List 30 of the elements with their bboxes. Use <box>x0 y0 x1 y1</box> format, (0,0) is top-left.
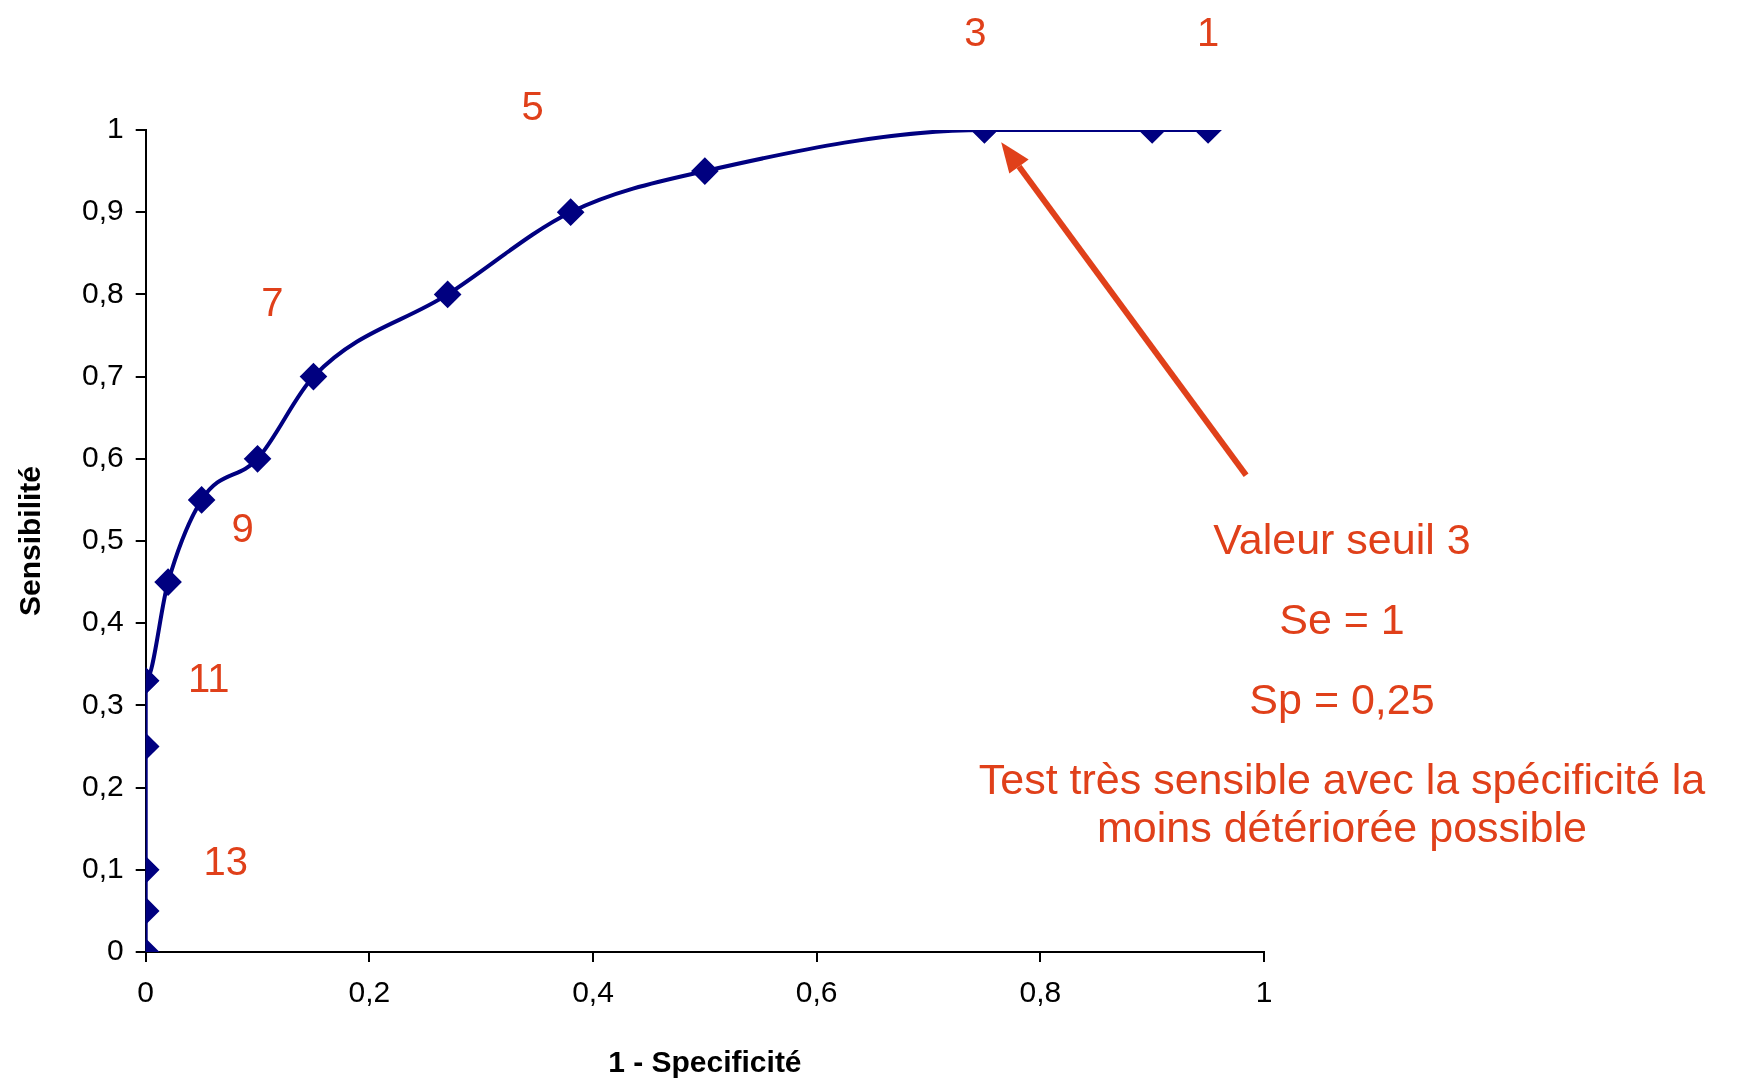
y-tick-label: 0 <box>107 933 124 967</box>
annotation: 7 <box>261 279 284 324</box>
x-axis-title: 1 - Specificité <box>608 1045 802 1079</box>
annotation: Valeur seuil 3 <box>1212 515 1472 563</box>
y-tick-label: 0,8 <box>81 275 124 309</box>
y-tick-label: 0,6 <box>81 440 124 474</box>
x-tick-label: 1 <box>1255 975 1273 1009</box>
y-tick-label: 0,9 <box>81 193 124 227</box>
annotation: 11 <box>187 655 230 700</box>
annotation: Sp = 0,25 <box>1248 675 1436 723</box>
y-tick-label: 1 <box>107 111 124 145</box>
annotation: 1 <box>1196 10 1220 55</box>
annotation: 9 <box>231 505 254 550</box>
text: Se = 1 <box>1278 595 1406 643</box>
y-tick-label: 0,2 <box>81 768 124 802</box>
annotation: 3 <box>964 10 987 55</box>
annotation: Test très sensible avec la spécificité la moins détériorée possible <box>977 755 1707 851</box>
annotation: 5 <box>521 84 544 129</box>
x-tick-label: 0,2 <box>348 975 391 1009</box>
x-tick-label: 0 <box>137 975 155 1009</box>
y-tick-label: 0,3 <box>81 686 124 720</box>
annotation: 13 <box>203 838 248 883</box>
x-tick-label: 0,6 <box>795 975 838 1009</box>
y-tick-label: 0,5 <box>81 522 124 556</box>
y-axis-title: Sensibilité <box>13 465 47 617</box>
y-tick-label: 0,7 <box>81 357 124 391</box>
x-tick-label: 0,8 <box>1019 975 1062 1009</box>
x-tick-label: 0,4 <box>572 975 614 1009</box>
y-tick-label: 0,1 <box>81 851 124 885</box>
y-tick-label: 0,4 <box>81 604 124 638</box>
